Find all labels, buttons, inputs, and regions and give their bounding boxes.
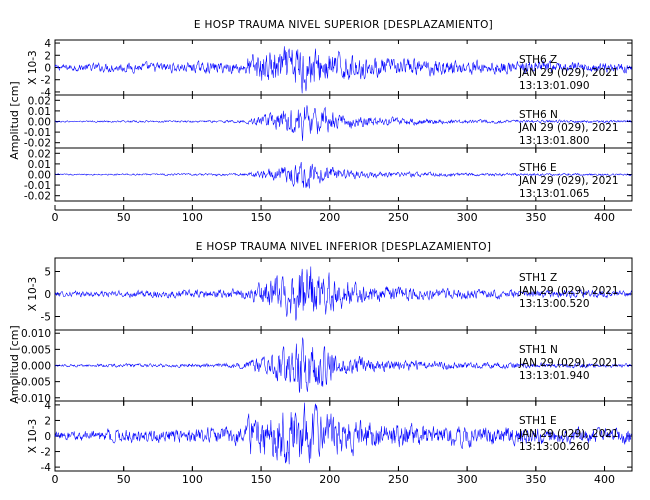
y-tick-label: -0.010 (17, 393, 51, 405)
date-label: JAN 29 (029), 2021 (518, 122, 619, 134)
waveform-line (54, 162, 632, 189)
x-tick-label: 300 (457, 211, 478, 224)
x-tick-label: 200 (319, 473, 340, 486)
station-label: STH1 N (519, 344, 558, 356)
x-tick-label: 150 (251, 211, 272, 224)
y-tick-label: 0.02 (28, 148, 51, 160)
y-tick-label: -0.005 (17, 377, 51, 389)
y-tick-label: 0.02 (28, 95, 51, 107)
x-tick-label: 100 (182, 211, 203, 224)
waveform-line (54, 337, 632, 393)
y-tick-label: 2 (44, 415, 51, 427)
waveform-line (54, 266, 632, 321)
y-tick-label: 0 (44, 289, 51, 301)
y-tick-label: -0.01 (24, 180, 51, 192)
time-label: 13:13:01.940 (519, 370, 590, 382)
x-tick-label: 50 (117, 211, 131, 224)
chart-panel-2: E HOSP TRAUMA NIVEL INFERIOR [DESPLAZAMI… (8, 241, 633, 486)
time-label: 13:13:01.090 (519, 80, 590, 92)
chart-title: E HOSP TRAUMA NIVEL SUPERIOR [DESPLAZAMI… (194, 19, 493, 31)
waveform-line (54, 46, 632, 94)
x-tick-label: 350 (525, 211, 546, 224)
x-tick-label: 0 (52, 211, 59, 224)
y-tick-label: 0.010 (21, 328, 51, 340)
x-tick-label: 0 (52, 473, 59, 486)
x-tick-label: 300 (457, 473, 478, 486)
date-label: JAN 29 (029), 2021 (518, 428, 619, 440)
x-tick-label: 400 (594, 473, 615, 486)
y-tick-label: -2 (41, 75, 51, 87)
time-label: 13:13:01.065 (519, 188, 590, 200)
x-tick-label: 250 (388, 473, 409, 486)
y-tick-label: 0 (44, 431, 51, 443)
y-tick-label: -0.01 (24, 127, 51, 139)
y-tick-label: -0.02 (24, 138, 51, 150)
y-tick-label: 4 (44, 400, 51, 412)
waveform-line (54, 402, 632, 465)
date-label: JAN 29 (029), 2021 (518, 357, 619, 369)
y-axis-label: Amplitud [cm] (8, 325, 21, 403)
x-tick-label: 200 (319, 211, 340, 224)
y-tick-label: 0.00 (28, 117, 51, 129)
time-label: 13:13:00.520 (519, 298, 590, 310)
y-tick-label: 2 (44, 50, 51, 62)
scale-label: X 10-3 (27, 419, 39, 453)
date-label: JAN 29 (029), 2021 (518, 67, 619, 79)
chart-title: E HOSP TRAUMA NIVEL INFERIOR [DESPLAZAMI… (196, 241, 491, 253)
y-tick-label: -0.02 (24, 191, 51, 203)
y-tick-label: -4 (41, 462, 52, 474)
y-tick-label: 4 (44, 38, 51, 50)
y-tick-label: -4 (41, 87, 52, 99)
scale-label: X 10-3 (27, 50, 39, 84)
y-tick-label: -2 (41, 447, 51, 459)
waveform-line (54, 105, 632, 142)
x-tick-label: 400 (594, 211, 615, 224)
scale-label: X 10-3 (27, 277, 39, 311)
station-label: STH1 E (519, 415, 557, 427)
y-tick-label: -5 (41, 312, 51, 324)
station-label: STH1 Z (519, 272, 557, 284)
y-tick-label: 0.00 (28, 170, 51, 182)
date-label: JAN 29 (029), 2021 (518, 285, 619, 297)
y-tick-label: 0 (44, 63, 51, 75)
y-tick-label: 0.005 (21, 344, 51, 356)
station-label: STH6 N (519, 109, 558, 121)
y-tick-label: 5 (44, 267, 51, 279)
chart-panel-1: E HOSP TRAUMA NIVEL SUPERIOR [DESPLAZAMI… (8, 19, 633, 224)
time-label: 13:13:00.260 (519, 441, 590, 453)
y-axis-label: Amplitud [cm] (8, 81, 21, 159)
y-tick-label: 0.000 (21, 361, 51, 373)
time-label: 13:13:01.800 (519, 135, 590, 147)
x-tick-label: 150 (251, 473, 272, 486)
x-tick-label: 50 (117, 473, 131, 486)
y-tick-label: 0.01 (28, 159, 51, 171)
date-label: JAN 29 (029), 2021 (518, 175, 619, 187)
station-label: STH6 Z (519, 54, 557, 66)
x-tick-label: 350 (525, 473, 546, 486)
station-label: STH6 E (519, 162, 557, 174)
x-tick-label: 250 (388, 211, 409, 224)
y-tick-label: 0.01 (28, 106, 51, 118)
x-tick-label: 100 (182, 473, 203, 486)
